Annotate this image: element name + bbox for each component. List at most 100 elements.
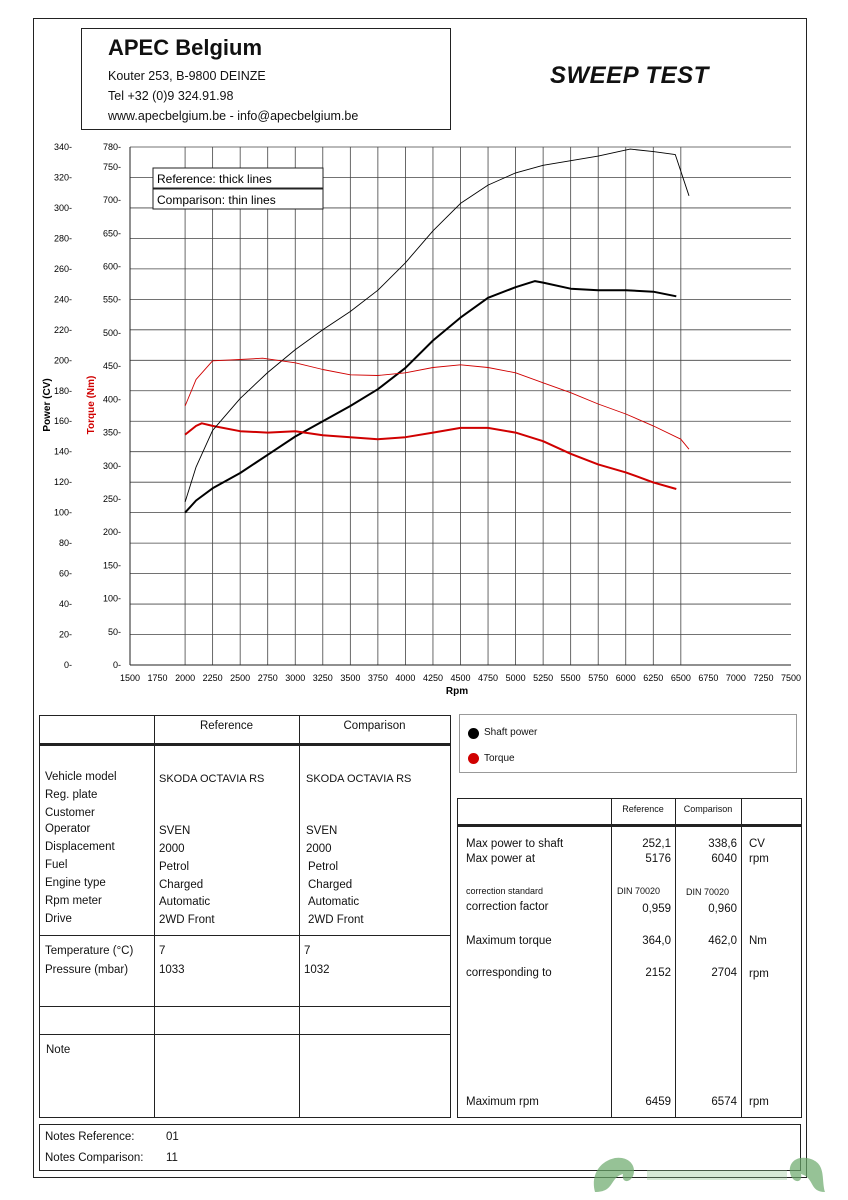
torque-legend: Torque <box>484 753 515 764</box>
corresponding-comp: 2704 <box>711 967 737 979</box>
row-comp: 7 <box>304 945 311 957</box>
rpm-axis-label: Rpm <box>446 686 468 697</box>
torque-tick-label: 650- <box>103 228 121 238</box>
corresponding-ref: 2152 <box>645 967 671 979</box>
row-ref: SVEN <box>159 825 191 837</box>
torque-tick-label: 600- <box>103 262 121 272</box>
max-power-at-label: Max power at <box>466 853 536 865</box>
row-comp: SKODA OCTAVIA RS <box>306 773 412 785</box>
x-tick-label: 5500 <box>561 673 581 683</box>
power-tick-label: 40- <box>59 599 72 609</box>
vehicle-info-table: Reference Comparison Vehicle model SKODA… <box>39 715 451 1118</box>
power-tick-label: 60- <box>59 569 72 579</box>
vehicle-col-comparison: Comparison <box>343 720 406 732</box>
results-col-reference: Reference <box>622 804 664 814</box>
row-label: Rpm meter <box>45 895 102 907</box>
torque-tick-label: 450- <box>103 361 121 371</box>
row-label: Vehicle model <box>45 771 117 783</box>
row-label: Customer <box>45 807 95 819</box>
max-power-at-ref: 5176 <box>645 853 671 865</box>
power-tick-label: 180- <box>54 386 72 396</box>
x-tick-label: 2000 <box>175 673 195 683</box>
power-tick-label: 320- <box>54 172 72 182</box>
max-rpm-label: Maximum rpm <box>466 1096 539 1108</box>
rpm-unit: rpm <box>749 1096 769 1108</box>
torque-swatch <box>468 753 479 764</box>
note-label: Note <box>46 1044 71 1056</box>
corr-std-comp: DIN 70020 <box>686 887 730 897</box>
series-legend: Shaft power Torque <box>459 714 797 773</box>
shaft-power-swatch <box>468 728 479 739</box>
row-ref: SKODA OCTAVIA RS <box>159 773 265 785</box>
row-ref: 2000 <box>159 843 185 855</box>
max-power-label: Max power to shaft <box>466 838 564 850</box>
row-ref: 7 <box>159 945 166 957</box>
x-tick-label: 4750 <box>478 673 498 683</box>
row-comp: 2000 <box>306 843 332 855</box>
power-tick-label: 280- <box>54 233 72 243</box>
max-power-ref: 252,1 <box>642 838 671 850</box>
torque-tick-label: 250- <box>103 494 121 504</box>
max-power-comp: 338,6 <box>708 838 737 850</box>
corr-factor-ref: 0,959 <box>642 903 671 915</box>
row-label: Temperature (°C) <box>45 945 134 957</box>
row-label: Pressure (mbar) <box>45 964 129 976</box>
row-comp: Petrol <box>308 861 339 873</box>
torque-tick-label: 200- <box>103 527 121 537</box>
notes-ref-value: 01 <box>166 1131 179 1143</box>
max-rpm-comp: 6574 <box>711 1096 737 1108</box>
x-tick-label: 4250 <box>423 673 443 683</box>
max-power-unit: CV <box>749 838 765 850</box>
power-tick-label: 340- <box>54 142 72 152</box>
shaft-power-legend: Shaft power <box>484 727 538 738</box>
power-tick-label: 120- <box>54 477 72 487</box>
corr-std-label: correction standard <box>466 886 544 896</box>
x-tick-label: 5000 <box>506 673 526 683</box>
max-torque-label: Maximum torque <box>466 935 552 947</box>
series-comparison-shaft-power <box>184 148 690 503</box>
power-tick-label: 20- <box>59 630 72 640</box>
row-ref: Petrol <box>159 861 190 873</box>
corr-factor-label: correction factor <box>466 901 549 913</box>
x-tick-label: 7250 <box>753 673 773 683</box>
x-tick-label: 3250 <box>313 673 333 683</box>
x-tick-label: 6750 <box>698 673 718 683</box>
torque-tick-label: 50- <box>108 627 121 637</box>
torque-tick-label: 0- <box>113 660 121 670</box>
company-web: www.apecbelgium.be - info@apecbelgium.be <box>108 109 359 123</box>
max-rpm-ref: 6459 <box>645 1096 671 1108</box>
max-torque-ref: 364,0 <box>642 935 671 947</box>
torque-unit: Nm <box>749 935 767 947</box>
x-tick-label: 5250 <box>533 673 553 683</box>
row-ref: Charged <box>159 879 204 891</box>
power-tick-label: 140- <box>54 447 72 457</box>
company-name: APEC Belgium <box>108 35 263 60</box>
power-tick-label: 100- <box>54 508 72 518</box>
x-tick-label: 4500 <box>450 673 470 683</box>
corresponding-label: corresponding to <box>466 967 552 979</box>
row-comp: Automatic <box>308 896 360 908</box>
company-phone: Tel +32 (0)9 324.91.98 <box>108 89 234 103</box>
power-tick-label: 80- <box>59 538 72 548</box>
vehicle-col-reference: Reference <box>199 720 254 732</box>
x-tick-label: 6500 <box>671 673 691 683</box>
torque-tick-label: 400- <box>103 394 121 404</box>
row-label: Operator <box>45 823 91 835</box>
power-tick-label: 260- <box>54 264 72 274</box>
company-address: Kouter 253, B-9800 DEINZE <box>108 69 266 83</box>
rpm-unit: rpm <box>749 968 769 980</box>
torque-tick-label: 780- <box>103 142 121 152</box>
x-tick-label: 5750 <box>588 673 608 683</box>
dyno-chart: 1500 1750 2000 2250 2500 2750 3000 3250 3500 3750… <box>42 142 801 697</box>
torque-tick-label: 550- <box>103 295 121 305</box>
torque-tick-label: 350- <box>103 428 121 438</box>
report-title: SWEEP TEST <box>550 62 709 89</box>
x-tick-label: 2750 <box>258 673 278 683</box>
legend-reference-text: Reference: thick lines <box>157 172 272 186</box>
row-comp: Charged <box>308 879 353 891</box>
power-tick-label: 160- <box>54 416 72 426</box>
x-tick-label: 2500 <box>230 673 250 683</box>
x-tick-label: 6250 <box>643 673 663 683</box>
x-tick-label: 2250 <box>203 673 223 683</box>
x-tick-label: 1750 <box>148 673 168 683</box>
